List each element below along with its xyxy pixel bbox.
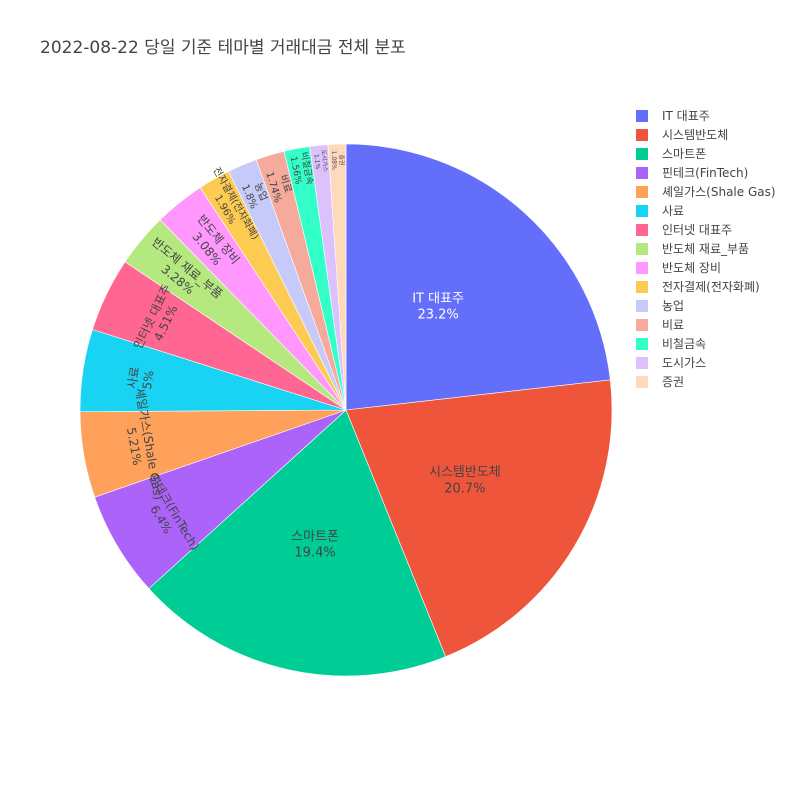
slice-category-label: 도시가스 <box>320 149 330 172</box>
legend-swatch <box>636 204 648 217</box>
legend-label: 사료 <box>662 204 685 218</box>
pie-slice-3[interactable] <box>148 409 446 677</box>
legend-swatch <box>636 356 648 369</box>
legend-label: 반도체 장비 <box>662 261 722 275</box>
legend-item-11[interactable]: 농업 <box>632 296 776 315</box>
pie-slice-2[interactable] <box>345 379 613 658</box>
legend-item-4[interactable]: 핀테크(FinTech) <box>632 163 776 182</box>
legend-label: 스마트폰 <box>662 147 707 161</box>
legend-item-5[interactable]: 셰일가스(Shale Gas) <box>632 182 776 201</box>
slice-percent-label: 5.21% <box>124 426 144 466</box>
legend-item-9[interactable]: 반도체 장비 <box>632 258 776 277</box>
legend-item-6[interactable]: 사료 <box>632 201 776 220</box>
slice-label-6: 사료5% <box>125 366 157 391</box>
legend-swatch <box>636 318 648 331</box>
slice-percent-label: 1.08% <box>330 151 338 171</box>
pie-slices <box>79 143 613 677</box>
legend-label: 증권 <box>662 375 685 389</box>
legend-label: 비료 <box>662 318 685 332</box>
legend-label: 핀테크(FinTech) <box>662 166 749 180</box>
legend-label: 인터넷 대표주 <box>662 223 733 237</box>
legend-swatch <box>636 337 648 350</box>
slice-label-15: 증권1.08% <box>330 151 346 171</box>
legend-item-8[interactable]: 반도체 재료_부품 <box>632 239 776 258</box>
legend-swatch <box>636 280 648 293</box>
slice-percent-label: 5% <box>140 370 157 391</box>
legend-label: 농업 <box>662 299 685 313</box>
legend-swatch <box>636 223 648 236</box>
legend-label: IT 대표주 <box>662 109 710 123</box>
legend-swatch <box>636 299 648 312</box>
legend-item-7[interactable]: 인터넷 대표주 <box>632 220 776 239</box>
legend-label: 전자결제(전자화폐) <box>662 280 760 294</box>
legend-swatch <box>636 109 648 122</box>
slice-category-label: 증권 <box>338 154 346 165</box>
legend-swatch <box>636 128 648 141</box>
legend-item-3[interactable]: 스마트폰 <box>632 144 776 163</box>
slice-percent-label: 20.7% <box>444 481 485 496</box>
legend-swatch <box>636 185 648 198</box>
pie-slice-15[interactable] <box>327 143 347 411</box>
slice-percent-label: 23.2% <box>417 307 458 322</box>
legend-item-1[interactable]: IT 대표주 <box>632 106 776 125</box>
legend-item-14[interactable]: 도시가스 <box>632 353 776 372</box>
legend-label: 시스템반도체 <box>662 128 729 142</box>
legend-item-2[interactable]: 시스템반도체 <box>632 125 776 144</box>
slice-category-label: 시스템반도체 <box>429 465 501 480</box>
legend-swatch <box>636 166 648 179</box>
legend-label: 도시가스 <box>662 356 707 370</box>
legend-swatch <box>636 147 648 160</box>
legend-label: 비철금속 <box>662 337 707 351</box>
legend-item-13[interactable]: 비철금속 <box>632 334 776 353</box>
legend-swatch <box>636 242 648 255</box>
slice-percent-label: 19.4% <box>294 545 335 560</box>
legend-swatch <box>636 375 648 388</box>
legend-swatch <box>636 261 648 274</box>
chart-title: 2022-08-22 당일 기준 테마별 거래대금 전체 분포 <box>40 38 406 58</box>
pie-slice-1[interactable] <box>345 143 611 411</box>
slice-category-label: IT 대표주 <box>412 291 464 306</box>
slice-category-label: 사료 <box>125 366 142 390</box>
legend-label: 반도체 재료_부품 <box>662 242 750 256</box>
legend-item-12[interactable]: 비료 <box>632 315 776 334</box>
legend-label: 셰일가스(Shale Gas) <box>662 185 776 199</box>
legend-item-10[interactable]: 전자결제(전자화폐) <box>632 277 776 296</box>
slice-category-label: 스마트폰 <box>291 529 339 544</box>
slice-category-label: 비료 <box>277 173 294 194</box>
slice-percent-label: 1.1% <box>312 154 321 170</box>
legend-item-15[interactable]: 증권 <box>632 372 776 391</box>
